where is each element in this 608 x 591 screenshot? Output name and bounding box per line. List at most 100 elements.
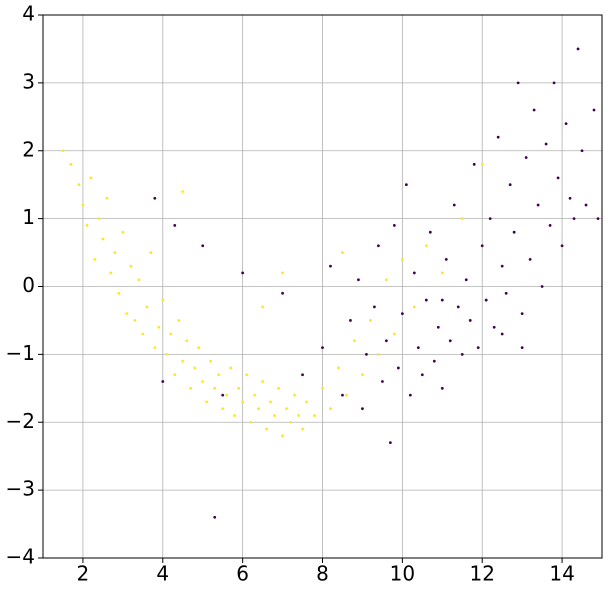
point <box>556 176 560 180</box>
point <box>169 332 173 336</box>
point <box>301 427 304 431</box>
point <box>580 149 584 153</box>
point <box>424 298 428 302</box>
point <box>221 407 225 411</box>
point <box>213 386 217 390</box>
point <box>117 291 121 295</box>
point <box>313 414 316 417</box>
x-tick-label: 4 <box>156 562 169 586</box>
point <box>440 386 444 390</box>
point <box>492 325 496 329</box>
point <box>380 380 384 383</box>
point <box>125 312 129 316</box>
point <box>400 312 404 316</box>
point <box>101 237 105 241</box>
point <box>141 332 145 336</box>
point <box>341 251 344 254</box>
point <box>400 257 404 261</box>
point <box>329 264 332 268</box>
point <box>520 312 524 316</box>
point <box>349 319 352 322</box>
point <box>305 400 308 404</box>
point <box>564 122 568 125</box>
point <box>81 203 85 207</box>
point <box>357 278 360 282</box>
point <box>504 291 508 295</box>
point <box>281 434 284 438</box>
point <box>377 244 380 248</box>
point <box>245 373 249 377</box>
point <box>416 346 420 349</box>
point <box>241 400 245 404</box>
point <box>377 352 380 356</box>
point <box>428 230 432 234</box>
point <box>508 183 512 187</box>
point <box>121 230 125 234</box>
point <box>165 352 169 356</box>
point <box>201 380 205 383</box>
point <box>241 271 245 275</box>
point <box>353 339 356 343</box>
point <box>217 373 221 377</box>
point <box>520 346 524 349</box>
point <box>69 162 73 166</box>
point <box>329 407 332 411</box>
x-tick-label: 2 <box>77 562 90 586</box>
point <box>321 346 324 349</box>
point <box>448 339 452 343</box>
point <box>173 224 177 227</box>
point <box>129 264 133 268</box>
point <box>285 407 288 411</box>
x-tick-label: 12 <box>469 562 494 586</box>
point <box>97 217 101 221</box>
plot-frame <box>42 14 603 559</box>
y-tick-label: 0 <box>22 273 35 297</box>
y-tick-label: −4 <box>6 545 35 569</box>
point <box>189 386 193 390</box>
point <box>77 183 81 187</box>
point <box>572 217 576 221</box>
point <box>161 298 165 302</box>
point <box>281 271 284 275</box>
point <box>552 81 556 85</box>
point <box>105 196 109 200</box>
point <box>157 325 161 329</box>
point <box>408 393 412 397</box>
point <box>253 393 257 397</box>
y-tick-label: 3 <box>22 69 35 93</box>
point <box>161 380 165 383</box>
point <box>384 339 388 343</box>
y-tick-label: −3 <box>6 477 35 501</box>
point <box>365 352 368 356</box>
point <box>145 305 149 309</box>
point <box>460 217 464 221</box>
point <box>576 47 580 51</box>
point <box>233 414 237 417</box>
point <box>560 244 564 248</box>
point <box>536 203 540 207</box>
point <box>488 217 492 221</box>
point <box>361 373 364 377</box>
x-tick-label: 14 <box>549 562 574 586</box>
x-tick-label: 10 <box>390 562 415 586</box>
point <box>384 278 388 282</box>
point <box>225 393 229 397</box>
point <box>177 319 181 322</box>
x-tick-label: 8 <box>316 562 329 586</box>
point <box>516 81 520 85</box>
point <box>484 298 488 302</box>
point <box>153 346 157 349</box>
point <box>480 162 484 166</box>
point <box>173 373 177 377</box>
point <box>261 305 265 309</box>
point <box>269 400 272 404</box>
point <box>544 142 548 146</box>
point <box>273 414 276 417</box>
point <box>436 325 440 329</box>
point <box>209 359 213 363</box>
point <box>568 196 572 200</box>
y-tick-label: −2 <box>6 409 35 433</box>
point <box>440 298 444 302</box>
point <box>113 251 117 254</box>
point <box>464 278 468 282</box>
